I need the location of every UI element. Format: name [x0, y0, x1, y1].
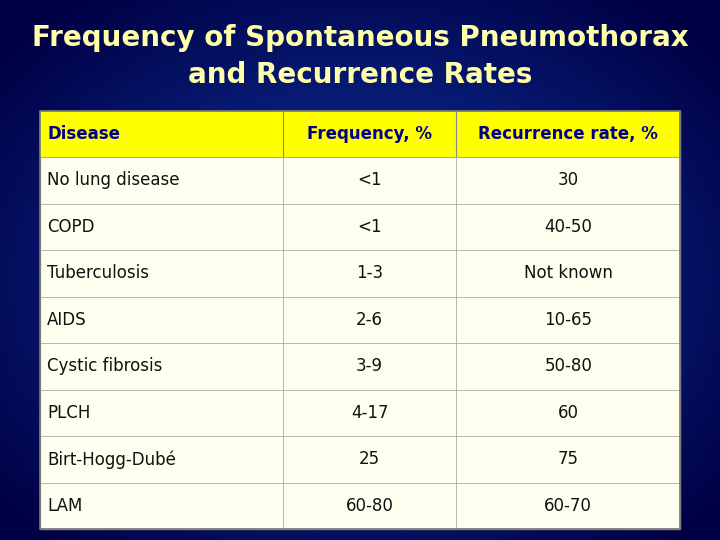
Text: 40-50: 40-50 — [544, 218, 592, 236]
Text: 1-3: 1-3 — [356, 265, 383, 282]
Text: Frequency, %: Frequency, % — [307, 125, 432, 143]
Text: PLCH: PLCH — [48, 404, 91, 422]
Text: COPD: COPD — [48, 218, 95, 236]
Text: 3-9: 3-9 — [356, 357, 383, 375]
Text: Recurrence rate, %: Recurrence rate, % — [478, 125, 658, 143]
Text: 60: 60 — [558, 404, 579, 422]
Text: AIDS: AIDS — [48, 311, 87, 329]
Text: 60-70: 60-70 — [544, 497, 592, 515]
Bar — [40, 111, 680, 157]
Text: and Recurrence Rates: and Recurrence Rates — [188, 60, 532, 89]
Text: No lung disease: No lung disease — [48, 172, 180, 190]
Text: Frequency of Spontaneous Pneumothorax: Frequency of Spontaneous Pneumothorax — [32, 24, 688, 52]
Text: 60-80: 60-80 — [346, 497, 394, 515]
Text: 10-65: 10-65 — [544, 311, 593, 329]
Text: <1: <1 — [357, 172, 382, 190]
Text: 2-6: 2-6 — [356, 311, 383, 329]
Text: 30: 30 — [558, 172, 579, 190]
Text: Cystic fibrosis: Cystic fibrosis — [48, 357, 163, 375]
Bar — [40, 111, 680, 529]
Text: Birt-Hogg-Dubé: Birt-Hogg-Dubé — [48, 450, 176, 469]
Text: Not known: Not known — [524, 265, 613, 282]
Text: 50-80: 50-80 — [544, 357, 592, 375]
Text: 4-17: 4-17 — [351, 404, 388, 422]
Text: 75: 75 — [558, 450, 579, 468]
Text: Tuberculosis: Tuberculosis — [48, 265, 149, 282]
Bar — [40, 111, 680, 529]
Text: Disease: Disease — [48, 125, 120, 143]
Text: LAM: LAM — [48, 497, 83, 515]
Text: <1: <1 — [357, 218, 382, 236]
Text: 25: 25 — [359, 450, 380, 468]
